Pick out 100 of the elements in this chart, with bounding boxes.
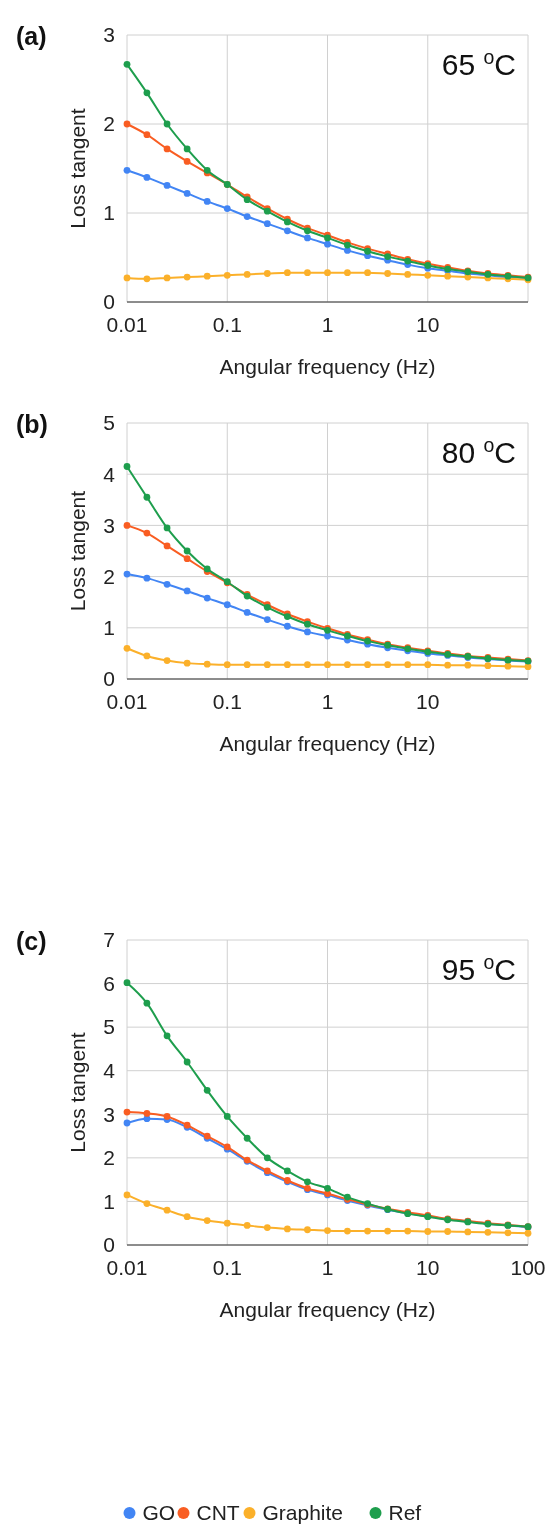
y-tick-label: 3 xyxy=(103,1102,115,1126)
point xyxy=(324,1184,331,1192)
point xyxy=(404,271,412,278)
point xyxy=(223,601,231,609)
point xyxy=(183,190,191,197)
point xyxy=(364,661,371,669)
y-tick-label: 5 xyxy=(103,1015,115,1039)
point xyxy=(243,271,251,278)
point xyxy=(263,661,271,669)
point xyxy=(304,628,311,636)
point xyxy=(143,174,151,181)
point xyxy=(243,609,251,616)
point xyxy=(143,574,151,582)
point xyxy=(143,493,151,501)
y-axis-title: Loss tangent xyxy=(66,490,89,612)
x-tick-label: 10 xyxy=(416,690,440,713)
point xyxy=(143,275,151,283)
y-tick-label: 4 xyxy=(103,462,116,486)
x-tick-label: 0.1 xyxy=(212,313,242,336)
point xyxy=(424,1228,432,1235)
legend-label: CNT xyxy=(196,1501,240,1525)
x-tick-label: 100 xyxy=(510,1256,546,1279)
point xyxy=(243,661,251,669)
legend-label: GO xyxy=(142,1501,176,1525)
y-tick-label: 4 xyxy=(103,1059,116,1083)
point xyxy=(324,240,331,248)
point xyxy=(223,271,231,279)
point xyxy=(424,271,432,279)
x-tick-label: 0.1 xyxy=(212,1256,242,1279)
point xyxy=(444,661,452,669)
point xyxy=(324,661,331,669)
point xyxy=(404,1227,412,1235)
point xyxy=(324,1227,331,1235)
point xyxy=(263,616,271,624)
point xyxy=(304,1178,311,1186)
point xyxy=(203,1086,211,1094)
y-tick-label: 0 xyxy=(103,290,115,314)
point xyxy=(344,661,351,669)
y-tick-label: 5 xyxy=(103,411,115,435)
point xyxy=(183,547,191,555)
point xyxy=(183,1213,191,1221)
point xyxy=(444,1228,452,1235)
point xyxy=(143,652,151,660)
point xyxy=(183,555,191,563)
point xyxy=(504,1229,512,1237)
point xyxy=(143,529,151,537)
point xyxy=(163,542,171,550)
point xyxy=(183,659,191,667)
point xyxy=(223,205,231,212)
chart-title: (a) xyxy=(16,22,47,50)
x-tick-label: 0.01 xyxy=(106,313,148,336)
x-tick-label: 10 xyxy=(416,1256,440,1279)
point xyxy=(203,272,211,280)
point xyxy=(464,1228,472,1236)
x-axis-title: Angular frequency (Hz) xyxy=(219,355,436,378)
x-tick-label: 1 xyxy=(321,313,334,336)
point xyxy=(183,587,191,595)
point xyxy=(183,145,191,153)
point xyxy=(203,1217,211,1224)
point xyxy=(283,1225,291,1233)
y-tick-label: 0 xyxy=(103,667,115,691)
point xyxy=(183,157,191,165)
point xyxy=(263,1224,271,1231)
point xyxy=(203,198,211,205)
y-axis-title: Loss tangent xyxy=(66,1032,89,1153)
x-tick-label: 1 xyxy=(321,1256,334,1279)
point xyxy=(283,1167,291,1175)
point xyxy=(123,1108,131,1116)
point xyxy=(464,661,472,669)
point xyxy=(163,1206,171,1214)
point xyxy=(143,1200,151,1208)
point xyxy=(123,166,131,174)
point xyxy=(344,246,351,254)
y-tick-label: 1 xyxy=(103,201,115,225)
point xyxy=(123,274,131,282)
point xyxy=(243,213,251,220)
point xyxy=(163,120,171,128)
point xyxy=(484,662,492,670)
y-tick-label: 2 xyxy=(103,112,115,136)
x-tick-label: 1 xyxy=(321,690,334,713)
point xyxy=(364,269,371,277)
point xyxy=(223,1113,231,1120)
y-tick-label: 2 xyxy=(103,564,115,588)
point xyxy=(263,1154,271,1162)
y-tick-label: 0 xyxy=(103,1233,115,1257)
point xyxy=(183,273,191,281)
point xyxy=(424,661,432,669)
y-tick-label: 2 xyxy=(103,1146,115,1170)
point xyxy=(243,1221,251,1229)
point xyxy=(263,270,271,277)
x-tick-label: 0.1 xyxy=(212,690,242,713)
point xyxy=(123,522,131,529)
point xyxy=(123,463,131,470)
point xyxy=(183,1058,191,1066)
point xyxy=(283,622,291,630)
point xyxy=(143,1110,151,1117)
point xyxy=(524,1229,532,1237)
annotation: 65 $^{o}$C xyxy=(441,46,516,81)
annotation: 80 $^{o}$C xyxy=(441,434,516,469)
point xyxy=(304,234,311,242)
